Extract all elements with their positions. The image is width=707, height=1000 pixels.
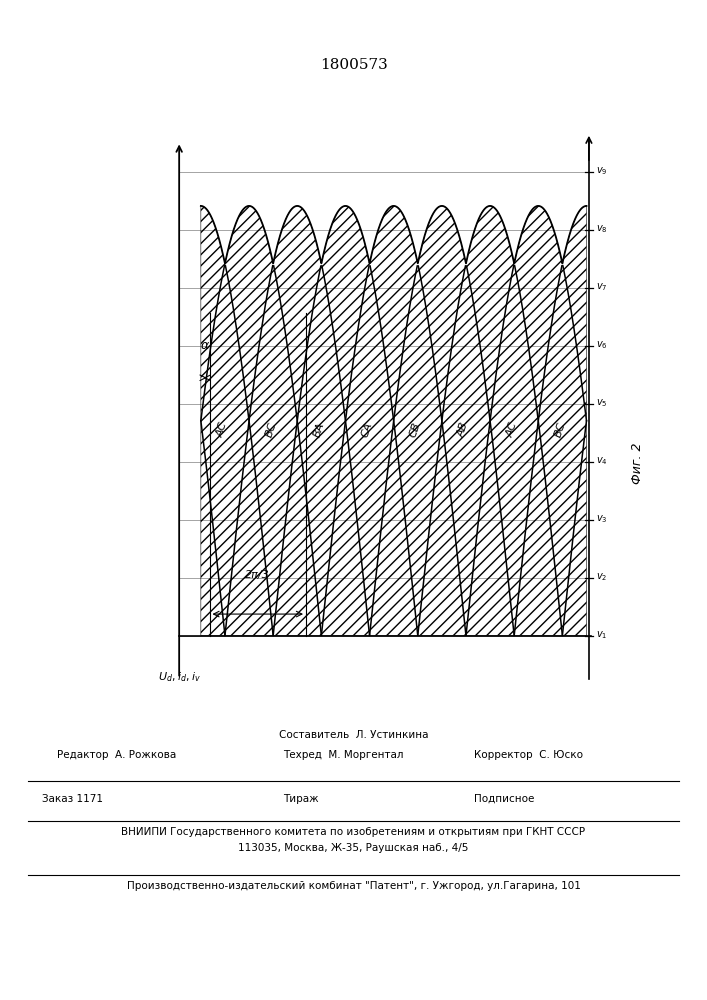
Text: Техред  М. Моргентал: Техред М. Моргентал	[283, 750, 403, 760]
Text: Производственно-издательский комбинат "Патент", г. Ужгород, ул.Гагарина, 101: Производственно-издательский комбинат "П…	[127, 881, 580, 891]
Text: BC: BC	[264, 420, 278, 438]
Text: $v_9$: $v_9$	[596, 166, 607, 177]
Text: α: α	[201, 339, 209, 352]
Text: Редактор  А. Рожкова: Редактор А. Рожкова	[57, 750, 176, 760]
Text: $v_6$: $v_6$	[596, 340, 608, 351]
Text: AC: AC	[216, 420, 230, 438]
Text: ВНИИПИ Государственного комитета по изобретениям и открытиям при ГКНТ СССР: ВНИИПИ Государственного комитета по изоб…	[122, 827, 585, 837]
Text: BC: BC	[553, 420, 567, 438]
Text: $v_3$: $v_3$	[596, 514, 607, 525]
Text: CA: CA	[360, 420, 374, 438]
Text: 1800573: 1800573	[320, 58, 387, 72]
Text: Тираж: Тираж	[283, 794, 318, 804]
Text: $v_8$: $v_8$	[596, 224, 608, 235]
Text: Подписное: Подписное	[474, 794, 534, 804]
Text: Составитель  Л. Устинкина: Составитель Л. Устинкина	[279, 730, 428, 740]
Text: $U_d, i_d, i_v$: $U_d, i_d, i_v$	[158, 670, 201, 684]
Text: $v_5$: $v_5$	[596, 398, 607, 409]
Text: BA: BA	[312, 421, 326, 438]
Text: AC: AC	[505, 420, 519, 438]
Text: $v_7$: $v_7$	[596, 282, 607, 293]
Text: Фиг. 2: Фиг. 2	[631, 443, 643, 484]
Text: 113035, Москва, Ж-35, Раушская наб., 4/5: 113035, Москва, Ж-35, Раушская наб., 4/5	[238, 843, 469, 853]
Text: $v_2$: $v_2$	[596, 572, 607, 583]
Text: AB: AB	[457, 421, 471, 438]
Text: $v_4$: $v_4$	[596, 456, 608, 467]
Text: CB: CB	[408, 420, 423, 438]
Text: Корректор  С. Юско: Корректор С. Юско	[474, 750, 583, 760]
Text: 2π/3: 2π/3	[245, 570, 270, 580]
Text: $v_1$: $v_1$	[596, 630, 607, 641]
Text: Заказ 1171: Заказ 1171	[42, 794, 103, 804]
